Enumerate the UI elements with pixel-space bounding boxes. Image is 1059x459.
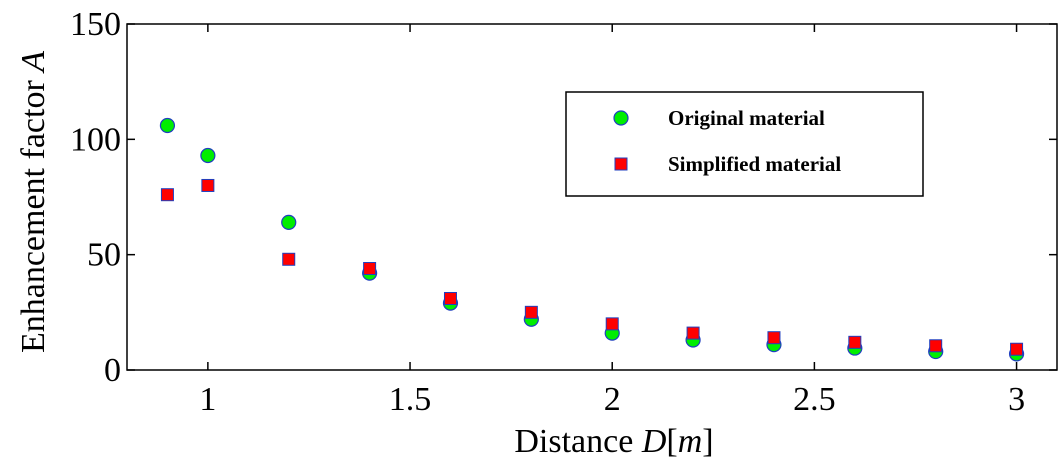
- x-tick-label: 2.5: [793, 381, 836, 418]
- legend-label-simplified: Simplified material: [668, 152, 841, 176]
- point-simplified-material: [767, 331, 781, 345]
- point-simplified-material: [686, 326, 700, 340]
- point-simplified-material: [1010, 342, 1024, 356]
- y-axis-title-var: A: [15, 51, 52, 74]
- point-simplified-material: [605, 317, 619, 331]
- legend-marker-simplified: [614, 157, 628, 171]
- x-tick-label: 3: [1008, 381, 1025, 418]
- x-axis-title-prefix: Distance: [514, 423, 641, 459]
- y-axis-title: Enhancement factor A: [15, 51, 52, 353]
- point-simplified-material: [443, 291, 457, 305]
- tick-labels: 1 1.5 2 2.5 3 0 50 100 150: [70, 6, 1025, 418]
- point-simplified-material: [160, 188, 174, 202]
- legend-marker-original: [613, 110, 629, 126]
- point-simplified-material: [363, 262, 377, 276]
- x-axis-title-unit-close: ]: [702, 423, 713, 459]
- x-axis-title-var: D: [641, 423, 667, 459]
- point-simplified-material: [848, 335, 862, 349]
- legend-box: [565, 91, 924, 197]
- y-tick-label: 150: [70, 6, 121, 43]
- y-tick-label: 0: [104, 352, 121, 389]
- y-axis-title-prefix: Enhancement factor: [15, 72, 52, 353]
- x-axis-title-unit: m: [678, 423, 703, 459]
- x-tick-label: 2: [604, 381, 621, 418]
- point-simplified-material: [201, 178, 215, 192]
- x-tick-label: 1.5: [389, 381, 432, 418]
- axes: [126, 23, 1058, 371]
- point-simplified-material: [282, 252, 296, 266]
- y-tick-label: 100: [70, 121, 121, 158]
- legend-label-original: Original material: [668, 106, 825, 130]
- legend: Original material Simplified material: [565, 91, 924, 197]
- x-axis-title: Distance D[m]: [514, 423, 713, 459]
- y-tick-label: 50: [87, 237, 121, 274]
- point-original-material: [200, 147, 216, 164]
- point-simplified-material: [929, 339, 943, 353]
- plot-frame: [126, 23, 1058, 371]
- x-axis-title-unit-open: [: [666, 423, 677, 459]
- point-original-material: [281, 214, 297, 230]
- point-original-material: [159, 117, 176, 134]
- point-simplified-material: [524, 305, 538, 319]
- data-marks: [159, 117, 1025, 362]
- x-tick-label: 1: [199, 381, 216, 418]
